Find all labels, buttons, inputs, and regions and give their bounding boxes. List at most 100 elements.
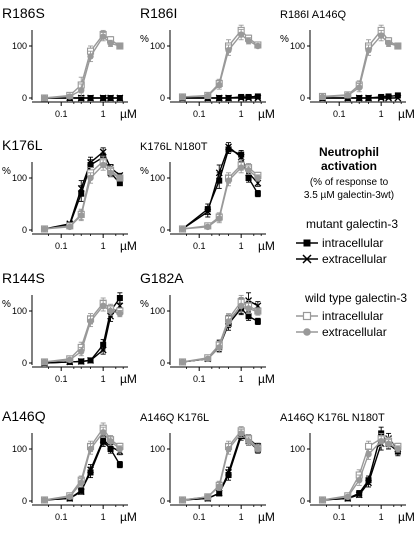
y-unit-label: % — [2, 299, 11, 310]
data-point — [254, 42, 262, 50]
legend-marker-square — [303, 239, 311, 247]
data-point — [254, 93, 261, 100]
data-point — [216, 344, 223, 351]
data-point — [41, 94, 48, 102]
data-point — [245, 305, 252, 312]
x-tick-label: 0.1 — [333, 512, 346, 522]
y-tick-label: 100 — [150, 173, 165, 183]
data-point — [116, 445, 124, 453]
x-tick-label: 1 — [101, 512, 106, 522]
x-unit-label: µM — [120, 372, 137, 386]
data-point — [100, 341, 107, 348]
data-point — [116, 295, 123, 301]
x-tick-label: 1 — [101, 109, 106, 119]
y-tick-label: 0 — [300, 496, 305, 506]
data-point — [364, 442, 373, 450]
y-tick-label: 100 — [290, 444, 305, 454]
legend-item-mutant-intracellular: intracellular — [296, 236, 383, 250]
data-point — [377, 94, 385, 102]
series-wild-type-extracellular — [179, 28, 262, 101]
y-tick-label: 0 — [22, 93, 27, 103]
data-point — [204, 92, 211, 100]
legend-item-wild-intracellular: intracellular — [296, 309, 383, 323]
x-tick-label: 0.1 — [55, 512, 68, 522]
x-unit-label: µM — [398, 510, 415, 524]
data-point — [87, 356, 94, 364]
x-unit-label: µM — [258, 510, 275, 524]
x-unit-label: µM — [120, 510, 137, 524]
data-point — [204, 223, 211, 231]
y-tick-label: 0 — [160, 225, 165, 235]
panel-a146q: A146Q 0 100 0.1 1 µM — [2, 408, 137, 524]
legend-marker-x — [302, 254, 312, 264]
data-point — [87, 174, 94, 182]
data-point — [116, 174, 124, 182]
data-point — [116, 461, 123, 468]
legend-heading-line2: activation — [321, 159, 377, 173]
data-point — [99, 33, 107, 40]
panel-title: R186I — [140, 5, 177, 21]
panel-a146q-k176l: A146Q K176L 0 100 0.1 1 µM — [140, 412, 275, 524]
data-point — [225, 468, 232, 476]
x-tick-label: 1 — [379, 512, 384, 522]
panel-r186i: R186I% 0 100 0.1 1 µM — [140, 5, 275, 121]
legend-marker-circle — [303, 328, 311, 336]
legend-sub2: 3.5 µM galectin-3wt) — [304, 190, 394, 201]
series-wild-type-extracellular — [41, 300, 124, 366]
data-point — [87, 94, 94, 102]
data-point — [179, 93, 186, 101]
legend-label-mutant-extracellular: extracellular — [322, 252, 387, 266]
data-point — [245, 313, 252, 320]
data-point — [385, 440, 392, 447]
data-point — [394, 42, 402, 50]
x-tick-label: 1 — [239, 374, 244, 384]
data-point — [116, 180, 123, 187]
panel-title: K176L — [2, 137, 43, 153]
y-tick-label: 0 — [300, 93, 305, 103]
data-point — [245, 93, 252, 100]
data-point — [245, 37, 252, 44]
data-point — [225, 94, 232, 102]
data-point — [237, 153, 245, 161]
data-point — [204, 208, 212, 216]
panel-k176l-n180t: K176L N180T% 0 100 0.1 1 µM — [140, 141, 275, 253]
y-unit-label: % — [140, 299, 149, 310]
data-point — [107, 94, 115, 102]
data-point — [66, 93, 73, 100]
data-point — [87, 53, 94, 60]
y-tick-label: 100 — [290, 41, 305, 51]
x-unit-label: µM — [258, 239, 275, 253]
data-point — [385, 94, 393, 102]
y-unit-label: % — [280, 34, 289, 45]
x-unit-label: µM — [398, 107, 415, 121]
data-point — [344, 92, 351, 99]
y-tick-label: 100 — [12, 41, 27, 51]
panel-title: R186S — [2, 5, 45, 21]
data-point — [319, 496, 326, 504]
data-point — [344, 493, 351, 501]
data-point — [116, 42, 124, 50]
data-point — [78, 87, 85, 94]
data-point — [99, 161, 107, 169]
legend-sub1: (% of response to — [310, 177, 389, 188]
legend-wild-title: wild type galectin-3 — [304, 291, 407, 305]
legend-marker-open-square — [302, 311, 312, 321]
data-point — [204, 355, 211, 363]
data-point — [216, 81, 223, 89]
data-point — [237, 302, 245, 309]
data-point — [216, 483, 223, 490]
data-point — [355, 94, 363, 102]
data-point — [99, 346, 107, 354]
data-point — [107, 438, 114, 445]
data-point — [215, 489, 223, 497]
data-point — [377, 32, 385, 39]
panel-g182a: G182A% 0 100 0.1 1 µM — [140, 270, 275, 386]
data-point — [204, 493, 211, 501]
data-point — [377, 438, 385, 445]
data-point — [254, 308, 262, 316]
data-point — [77, 184, 85, 192]
legend-label-wild-intracellular: intracellular — [322, 309, 383, 323]
data-point — [78, 212, 85, 219]
data-point — [225, 445, 232, 453]
data-point — [365, 451, 372, 458]
